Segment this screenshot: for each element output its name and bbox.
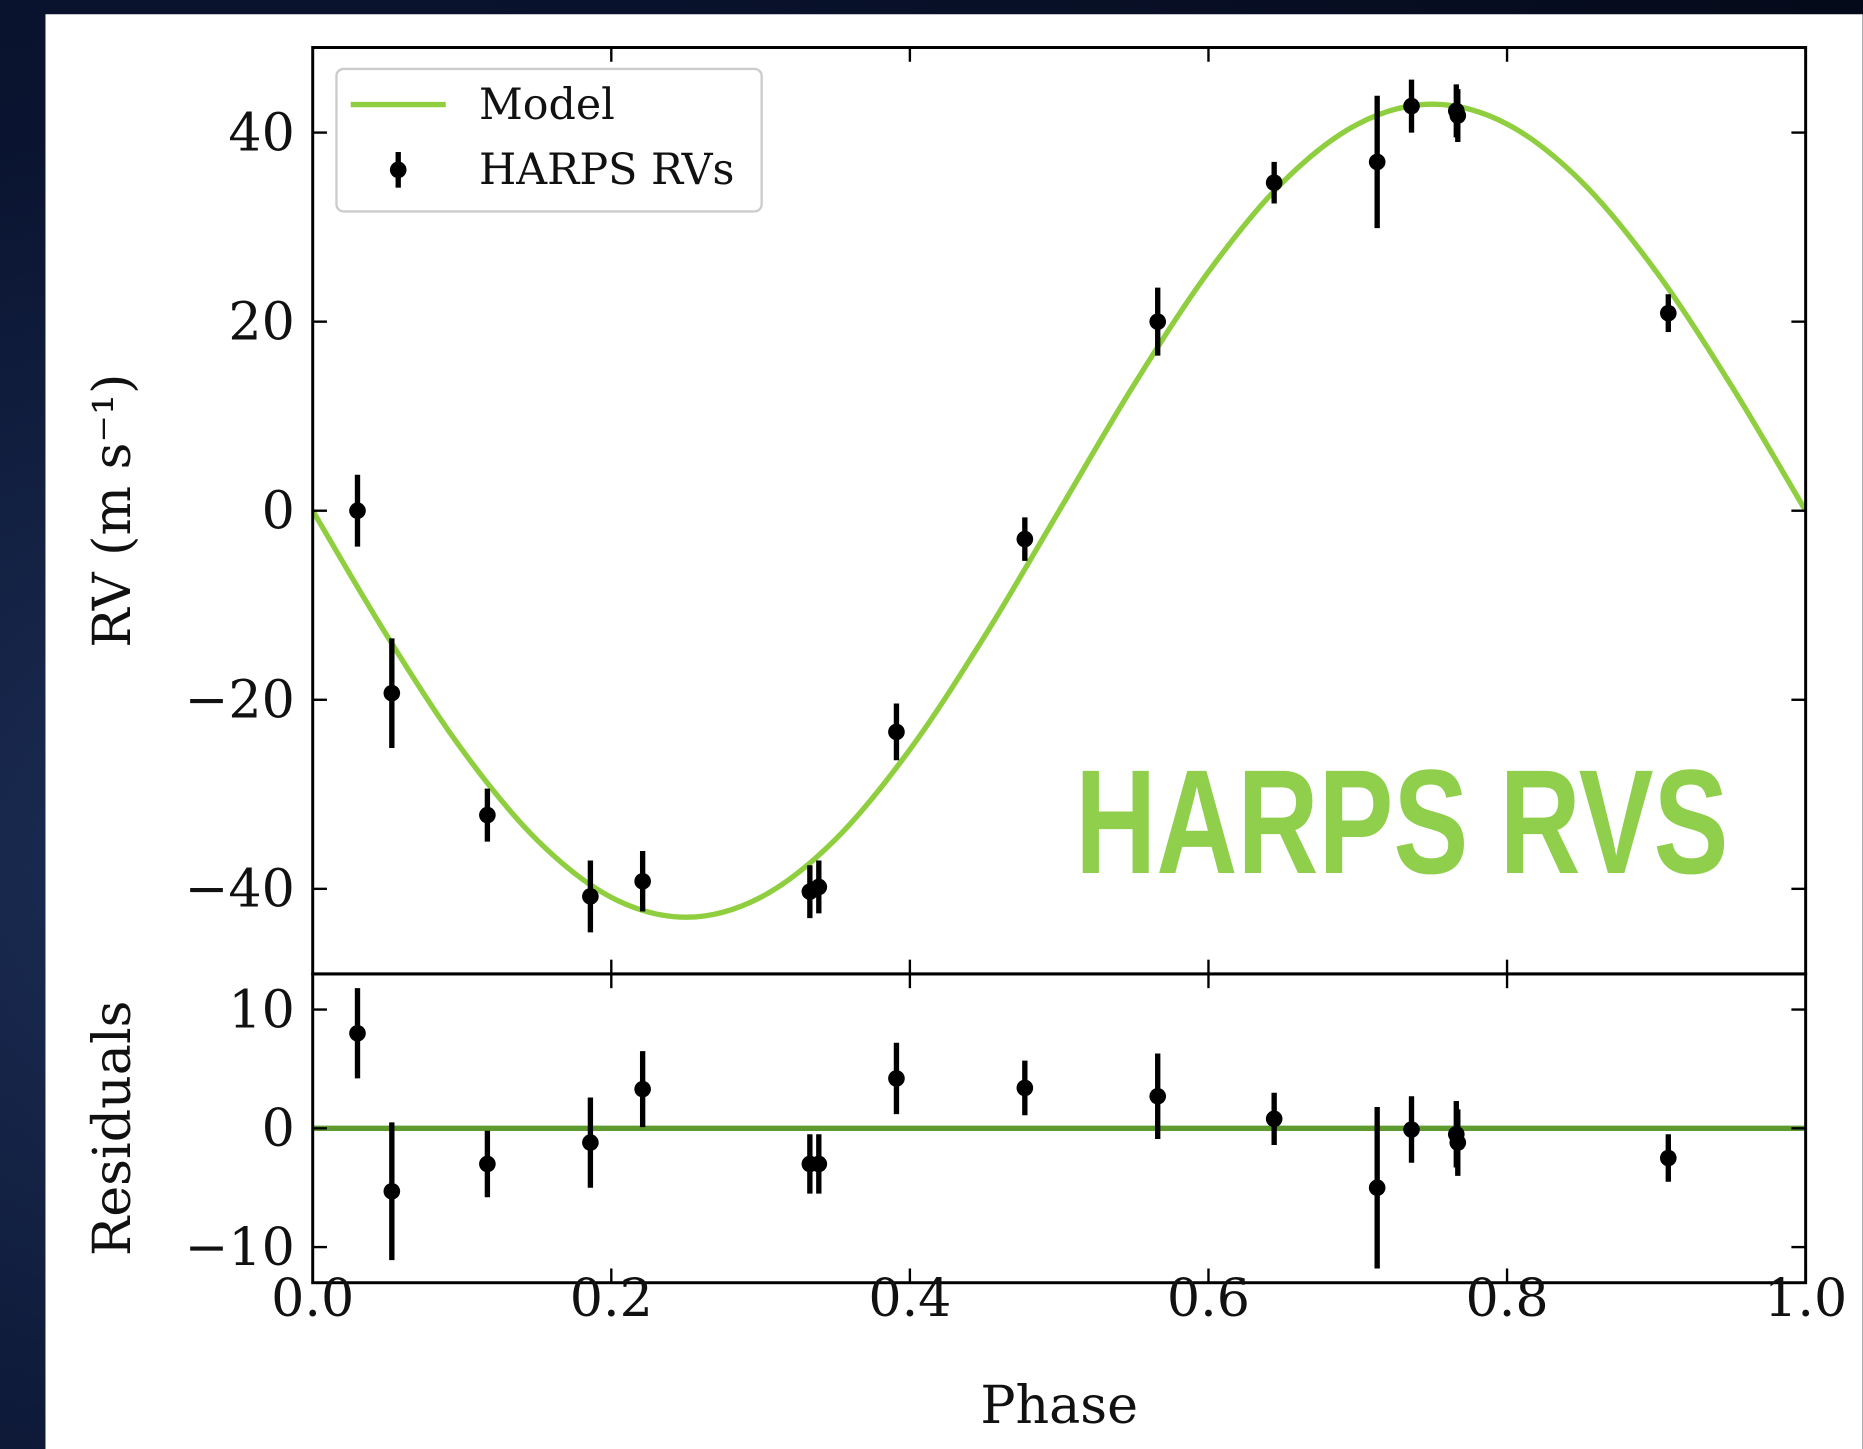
- data-point: [1016, 1079, 1034, 1097]
- data-point: [1149, 1087, 1167, 1105]
- data-point: [1016, 530, 1034, 548]
- y-tick-label: 20: [228, 292, 295, 352]
- data-point: [1449, 107, 1467, 124]
- y-tick-label: −10: [185, 1218, 295, 1278]
- data-point: [582, 888, 599, 905]
- data-point: [1449, 1134, 1467, 1151]
- x-tick-label: 0.8: [1466, 1269, 1549, 1329]
- x-tick-label: 0.2: [570, 1269, 653, 1329]
- x-tick-label: 0.0: [271, 1269, 354, 1329]
- data-point: [888, 723, 905, 741]
- y-tick-label: 0: [262, 482, 295, 542]
- data-point: [349, 1024, 366, 1042]
- plot-area: [312, 79, 1806, 933]
- y-tick-label: −40: [185, 860, 295, 920]
- data-point: [479, 1155, 496, 1173]
- data-point: [810, 878, 828, 896]
- y-tick-label: 40: [228, 103, 295, 163]
- data-point: [1659, 1149, 1677, 1167]
- data-point: [1368, 153, 1386, 171]
- data-point: [810, 1155, 828, 1173]
- model-line: [312, 101, 1806, 920]
- data-point: [1403, 97, 1420, 115]
- y-axis-label: Residuals: [83, 1001, 143, 1257]
- x-tick-label: 0.6: [1167, 1269, 1250, 1329]
- legend-marker: [389, 161, 407, 179]
- figure-background: [45, 14, 1863, 1449]
- data-point: [582, 1134, 599, 1151]
- y-axis-label: RV (m s⁻¹): [83, 374, 143, 648]
- x-axis-label: Phase: [980, 1376, 1138, 1436]
- legend-label: Model: [479, 80, 615, 130]
- annotation: HARPS RVS: [1075, 740, 1728, 905]
- data-point: [349, 502, 366, 520]
- data-point: [1265, 1110, 1283, 1128]
- data-point: [1368, 1179, 1386, 1197]
- data-point: [1403, 1121, 1420, 1138]
- data-point: [383, 1182, 401, 1200]
- y-tick-label: −20: [185, 671, 295, 731]
- data-point: [634, 1080, 651, 1098]
- data-point: [479, 806, 496, 824]
- data-point: [383, 684, 401, 702]
- y-tick-label: 10: [228, 980, 295, 1040]
- data-point: [1265, 174, 1283, 192]
- plot-area: [312, 988, 1806, 1269]
- y-tick-label: 0: [262, 1099, 295, 1159]
- data-point: [1149, 313, 1167, 330]
- x-tick-label: 1.0: [1764, 1269, 1847, 1329]
- data-point: [634, 872, 651, 890]
- legend-label: HARPS RVs: [479, 145, 734, 195]
- x-tick-label: 0.4: [868, 1269, 951, 1329]
- data-point: [1659, 304, 1677, 322]
- data-point: [888, 1070, 905, 1087]
